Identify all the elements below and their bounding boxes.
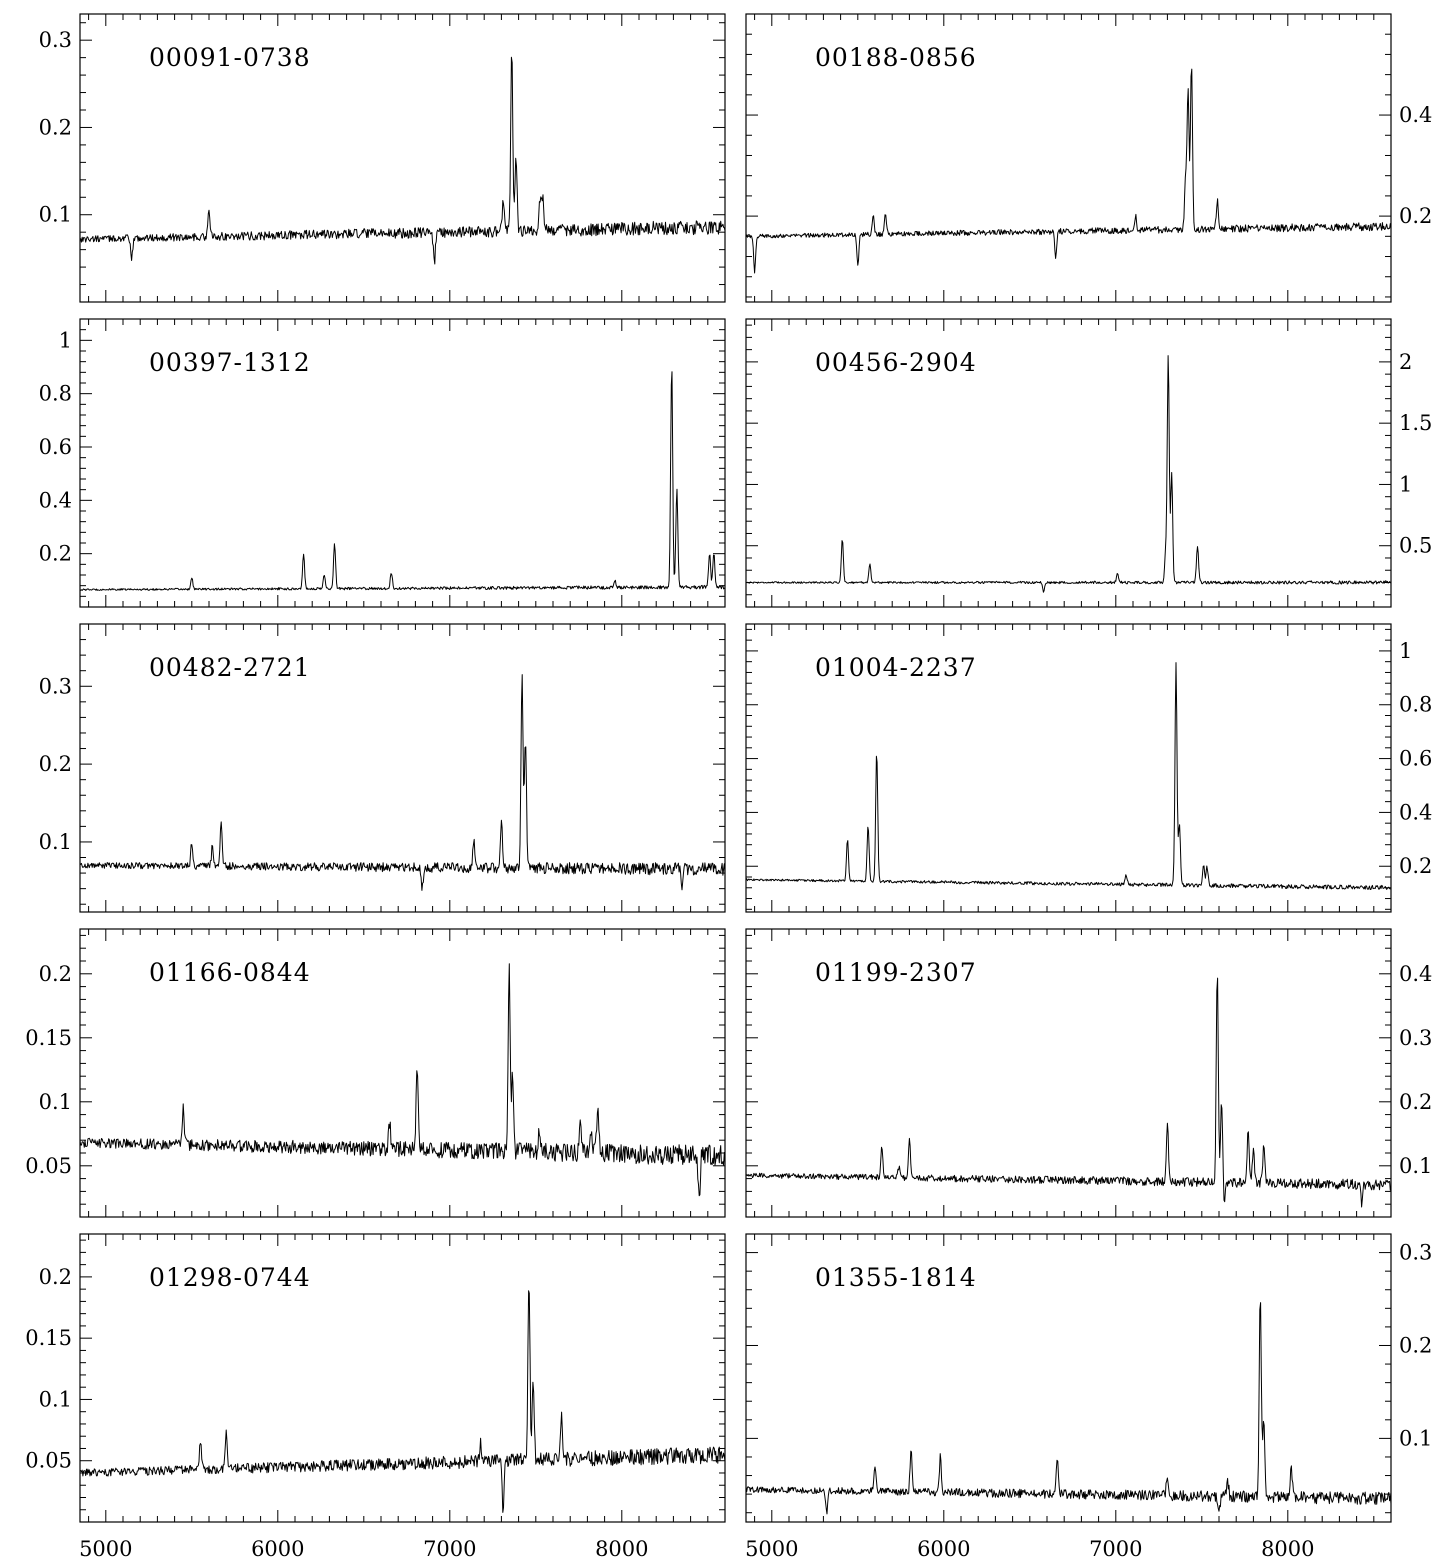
spectrum-line: [745, 1302, 1392, 1515]
x-tick-label: 8000: [1261, 1537, 1314, 1561]
panel-label: 00188-0856: [815, 43, 977, 72]
y-tick-label: 0.15: [25, 1026, 72, 1050]
panel-label: 01166-0844: [149, 958, 311, 987]
panel-frame: [745, 318, 1392, 608]
spectrum-line: [745, 977, 1392, 1208]
y-tick-label: 0.2: [1399, 204, 1432, 228]
y-tick-label: 0.8: [39, 382, 72, 406]
x-tick-label: 7000: [1089, 1537, 1142, 1561]
spectrum-panel-00188-0856: 0.2 0.4 00188-0856: [745, 13, 1432, 303]
y-tick-label: 0.15: [25, 1326, 72, 1350]
x-tick-label: 5000: [79, 1537, 132, 1561]
spectra-panels: 0.10.20.300091-07380.20.400188-08560.20.…: [25, 13, 1432, 1561]
spectrum-panel-01355-1814: 0.1 0.2 0.3 5000 6000 7000 8000 01355-1814: [745, 1233, 1432, 1561]
y-tick-label: 0.3: [39, 674, 72, 698]
spectrum-panel-00397-1312: 0.2 0.4 0.6 0.8 1 00397-1312: [39, 318, 726, 608]
panel-frame: [745, 1233, 1392, 1523]
y-tick-label: 0.8: [1399, 693, 1432, 717]
y-tick-label: 0.4: [1399, 800, 1432, 824]
spectrum-line: [745, 68, 1392, 274]
spectrum-panel-00091-0738: 0.1 0.2 0.3 00091-0738: [39, 13, 726, 303]
y-tick-label: 0.1: [1399, 1154, 1432, 1178]
x-tick-label: 6000: [917, 1537, 970, 1561]
y-tick-label: 0.5: [1399, 534, 1432, 558]
y-tick-label: 0.2: [39, 1265, 72, 1289]
panel-frame: [79, 13, 726, 303]
y-tick-label: 0.2: [39, 115, 72, 139]
y-tick-label: 0.4: [1399, 962, 1432, 986]
y-tick-label: 1.5: [1399, 411, 1432, 435]
panel-frame: [745, 623, 1392, 913]
y-tick-label: 0.6: [39, 435, 72, 459]
y-tick-label: 0.1: [39, 203, 72, 227]
spectrum-line: [79, 674, 726, 891]
panel-frame: [79, 928, 726, 1218]
panel-label: 00482-2721: [149, 653, 311, 682]
y-tick-label: 0.2: [39, 752, 72, 776]
panel-label: 00091-0738: [149, 43, 311, 72]
y-tick-label: 0.3: [39, 28, 72, 52]
y-tick-label: 0.3: [1399, 1026, 1432, 1050]
panel-label: 01199-2307: [815, 958, 977, 987]
y-tick-label: 0.05: [25, 1449, 72, 1473]
x-tick-label: 6000: [251, 1537, 304, 1561]
y-tick-label: 1: [59, 328, 72, 352]
y-tick-label: 0.1: [39, 1090, 72, 1114]
spectrum-panel-01004-2237: 0.2 0.4 0.6 0.8 1 01004-2237: [745, 623, 1432, 913]
y-tick-label: 0.6: [1399, 747, 1432, 771]
panel-frame: [79, 623, 726, 913]
panel-frame: [745, 928, 1392, 1218]
spectrum-line: [79, 1290, 726, 1513]
spectrum-line: [79, 371, 726, 591]
y-tick-label: 0.4: [1399, 103, 1432, 127]
panel-frame: [79, 1233, 726, 1523]
y-tick-label: 1: [1399, 472, 1412, 496]
spectrum-panel-01199-2307: 0.1 0.2 0.3 0.4 01199-2307: [745, 928, 1432, 1218]
spectrum-panel-00456-2904: 0.5 1 1.5 2 00456-2904: [745, 318, 1432, 608]
panel-frame: [79, 318, 726, 608]
spectrum-panel-01166-0844: 0.05 0.1 0.15 0.2 01166-0844: [25, 928, 726, 1218]
spectrum-line: [745, 662, 1392, 890]
y-tick-label: 0.05: [25, 1154, 72, 1178]
y-tick-label: 1: [1399, 639, 1412, 663]
y-tick-label: 0.1: [39, 1387, 72, 1411]
panel-label: 01004-2237: [815, 653, 977, 682]
panel-label: 00456-2904: [815, 348, 977, 377]
y-tick-label: 0.2: [39, 542, 72, 566]
panel-label: 01298-0744: [149, 1263, 311, 1292]
y-tick-label: 0.2: [1399, 1090, 1432, 1114]
y-tick-label: 0.3: [1399, 1241, 1432, 1265]
x-tick-label: 5000: [745, 1537, 798, 1561]
spectrum-line: [79, 963, 726, 1197]
panel-label: 01355-1814: [815, 1263, 977, 1292]
spectrum-panel-01298-0744: 0.05 0.1 0.15 0.2 5000 6000 7000 8000 01298-0744: [25, 1233, 726, 1561]
spectrum-panel-00482-2721: 0.1 0.2 0.3 00482-2721: [39, 623, 726, 913]
panel-frame: [745, 13, 1392, 303]
y-tick-label: 0.2: [1399, 1333, 1432, 1357]
y-tick-label: 0.2: [1399, 854, 1432, 878]
y-tick-label: 2: [1399, 350, 1412, 374]
y-tick-label: 0.1: [39, 830, 72, 854]
x-tick-label: 8000: [595, 1537, 648, 1561]
y-tick-label: 0.4: [39, 488, 72, 512]
spectrum-line: [745, 355, 1392, 593]
y-tick-label: 0.2: [39, 962, 72, 986]
panel-label: 00397-1312: [149, 348, 311, 377]
x-tick-label: 7000: [423, 1537, 476, 1561]
y-tick-label: 0.1: [1399, 1426, 1432, 1450]
spectrum-line: [79, 56, 726, 265]
